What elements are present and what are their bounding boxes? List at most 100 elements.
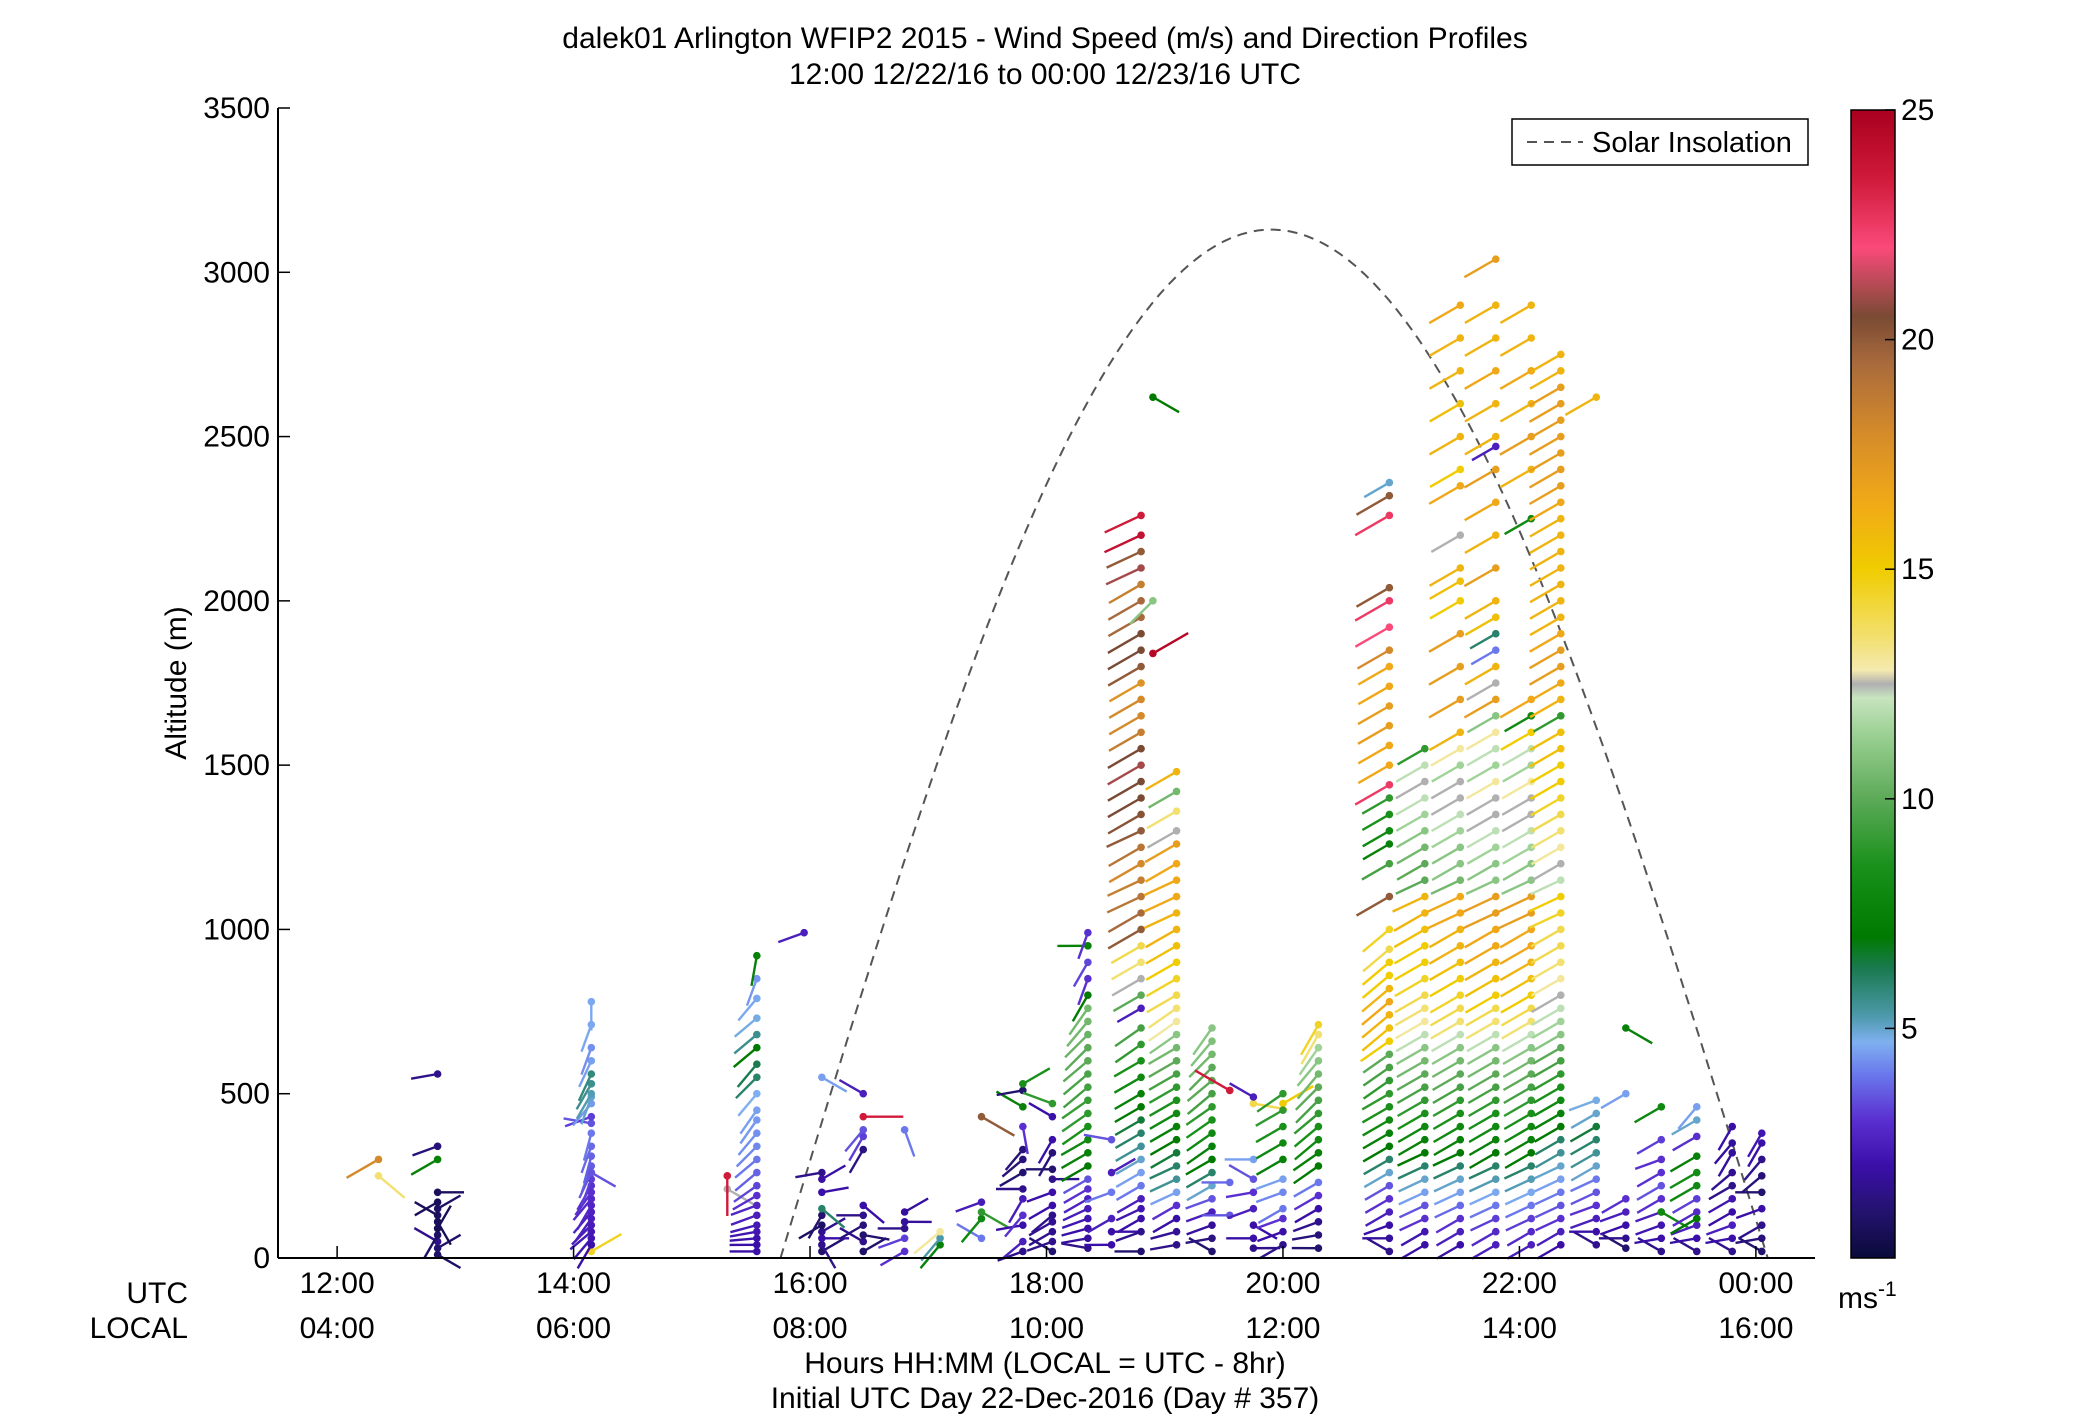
wind-barb [1429, 977, 1461, 998]
wind-barb-dot [1557, 859, 1565, 868]
wind-barb [1465, 780, 1497, 800]
wind-barb-dot [1557, 498, 1565, 507]
wind-barb [1469, 632, 1497, 650]
wind-barb [1107, 796, 1142, 819]
wind-barb [1530, 813, 1562, 833]
wind-barb-dot [1019, 1122, 1027, 1131]
wind-barb [1147, 1046, 1178, 1065]
wind-barb [1228, 1164, 1255, 1181]
wind-barb [1464, 336, 1497, 357]
wind-barb [1293, 1125, 1320, 1148]
wind-barb [1061, 1099, 1089, 1120]
wind-barb-dot [1208, 1063, 1216, 1072]
wind-barb-dot [1107, 1188, 1116, 1197]
wind-barb [1743, 1158, 1763, 1181]
wind-barb [1428, 944, 1461, 965]
wind-barb [1428, 336, 1461, 357]
wind-barb [1392, 895, 1426, 913]
wind-barb-dot [1084, 1083, 1092, 1091]
wind-barb [1296, 1073, 1320, 1100]
wind-barb-dot [1137, 794, 1145, 802]
wind-barb [1103, 534, 1142, 554]
wind-barb-dot [1657, 1168, 1666, 1177]
wind-barb-dot [1172, 807, 1181, 815]
wind-barb [1114, 1092, 1142, 1111]
wind-barb [1107, 813, 1142, 835]
chart-title: dalek01 Arlington WFIP2 2015 - Wind Spee… [562, 22, 1527, 55]
wind-barb-dot [1657, 1221, 1666, 1229]
wind-barb [1633, 1105, 1662, 1124]
wind-barb-dot [818, 1175, 826, 1183]
wind-barb [1569, 1125, 1597, 1143]
wind-barb [1107, 632, 1142, 654]
wind-barb-dot [1491, 564, 1500, 572]
wind-barb [1497, 911, 1532, 930]
wind-barb-dot [1385, 761, 1394, 769]
wind-barb-dot [1249, 1093, 1258, 1101]
wind-barb [1531, 994, 1562, 1013]
wind-barb-dot [1084, 991, 1092, 999]
wind-barb [1466, 846, 1497, 865]
wind-barb-dot [1491, 1030, 1500, 1039]
wind-barb [737, 1092, 758, 1117]
wind-barb-dot [1172, 1057, 1181, 1065]
wind-barb [1152, 632, 1189, 655]
wind-barb-dot [1592, 1214, 1601, 1223]
wind-barb-dot [1557, 465, 1565, 474]
wind-barb [1430, 780, 1461, 800]
wind-barb-dot [1208, 1247, 1216, 1256]
wind-barb-dot [1048, 1099, 1057, 1108]
wind-barb [575, 1093, 593, 1120]
wind-barb-dot [1172, 942, 1181, 950]
wind-barb-dot [1385, 623, 1394, 631]
wind-barb-dot [1208, 1168, 1216, 1177]
wind-barb-dot [1421, 1017, 1429, 1026]
wind-barb [1393, 928, 1426, 949]
wind-barb [410, 1158, 439, 1176]
wind-barb [1735, 1237, 1763, 1245]
wind-barb [1114, 1043, 1142, 1064]
wind-barb [1599, 1224, 1627, 1236]
wind-barb-dot [1172, 1241, 1181, 1249]
wind-barb-dot [433, 1250, 442, 1259]
wind-barb [1530, 796, 1562, 817]
wind-barb-dot [1456, 843, 1465, 852]
wind-barb-dot [1421, 1030, 1429, 1039]
wind-barb-dot [1421, 744, 1429, 753]
wind-barb [1396, 862, 1426, 881]
wind-barb [1429, 994, 1461, 1014]
wind-barb-dot [936, 1241, 944, 1249]
wind-barb-dot [1048, 1188, 1057, 1197]
wind-barb-dot [1692, 1195, 1701, 1203]
wind-barb [1428, 566, 1461, 587]
wind-barb [1501, 1033, 1532, 1053]
wind-barb [1148, 1020, 1178, 1042]
wind-barb [1499, 435, 1532, 456]
wind-barb [1534, 1191, 1562, 1206]
wind-barb [1063, 1197, 1089, 1214]
wind-barb-dot [1657, 1208, 1666, 1216]
wind-barb-dot [1048, 1227, 1057, 1236]
wind-barb-dot [1172, 1083, 1181, 1091]
wind-barb-dot [1557, 1188, 1565, 1197]
wind-barb [1394, 994, 1426, 1014]
wind-barb [1116, 1007, 1142, 1024]
wind-barb-dot [1456, 695, 1465, 704]
wind-barb-dot [1657, 1181, 1666, 1190]
wind-barb-dot [1137, 827, 1145, 835]
wind-barb [1465, 1007, 1497, 1027]
wind-barb-dot [1557, 876, 1565, 884]
wind-barb-dot [1491, 810, 1500, 819]
x-tick-label-local: 04:00 [300, 1312, 375, 1345]
wind-barb [1186, 1132, 1213, 1152]
wind-barb [1466, 1033, 1497, 1053]
wind-barb-dot [1557, 1135, 1565, 1144]
x-tick-label-local: 12:00 [1245, 1312, 1320, 1345]
wind-barb [1148, 1072, 1178, 1091]
wind-barb-dot [1456, 777, 1465, 786]
wind-barb [1529, 780, 1562, 801]
wind-barb [1432, 1125, 1461, 1144]
wind-barb-dot [859, 1221, 868, 1229]
wind-barb [1255, 1191, 1284, 1204]
